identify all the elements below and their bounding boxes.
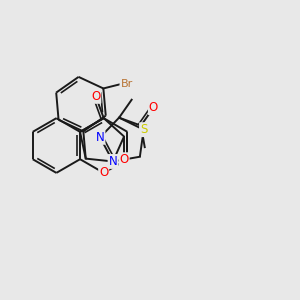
Text: S: S: [140, 123, 147, 136]
Text: O: O: [91, 90, 101, 103]
Text: N: N: [96, 131, 104, 144]
Text: N: N: [109, 155, 117, 168]
Text: O: O: [99, 167, 108, 179]
Text: O: O: [149, 101, 158, 114]
Text: O: O: [119, 153, 129, 166]
Text: Br: Br: [120, 79, 133, 89]
